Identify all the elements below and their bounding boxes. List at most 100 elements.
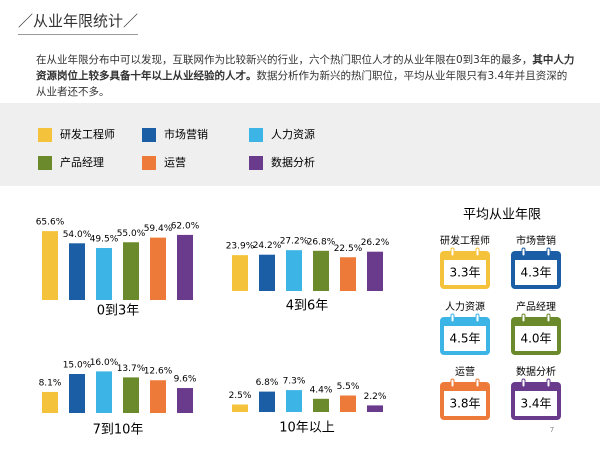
value-label: 59.4%: [144, 224, 173, 234]
average-label: 运营: [455, 365, 475, 378]
calendar-ring: [546, 313, 551, 323]
page-title: ／从业年限统计／: [18, 10, 139, 35]
bar: [150, 237, 166, 300]
intro-part: 在从业年限分布中可以发现，互联网作为比较新兴的行业，六个热门职位人才的从业年限在…: [36, 54, 533, 66]
intro-text: 在从业年限分布中可以发现，互联网作为比较新兴的行业，六个热门职位人才的从业年限在…: [36, 52, 576, 100]
bar: [232, 255, 248, 291]
value-label: 62.0%: [171, 221, 200, 231]
value-label: 15.0%: [63, 361, 92, 371]
bar: [96, 371, 112, 413]
value-label: 26.8%: [307, 237, 336, 247]
legend-label: 产品经理: [60, 155, 104, 169]
page-number: 7: [550, 426, 554, 434]
chart-title: 7到10年: [93, 423, 144, 438]
value-label: 54.0%: [63, 230, 92, 240]
value-label: 26.2%: [361, 238, 390, 248]
bar: [96, 248, 112, 300]
chart-title: 0到3年: [97, 304, 140, 319]
calendar-ring: [450, 247, 455, 257]
value-label: 22.5%: [334, 244, 363, 254]
value-label: 9.6%: [174, 375, 197, 385]
bar: [259, 391, 275, 412]
bar: [313, 398, 329, 412]
value-label: 49.5%: [90, 235, 119, 245]
average-value: 4.5年: [449, 332, 480, 346]
legend-label: 市场营销: [164, 127, 208, 141]
average-title: 平均从业年限: [463, 208, 541, 223]
value-label: 23.9%: [226, 242, 255, 252]
calendar-ring: [475, 313, 480, 323]
chart-title: 10年以上: [279, 421, 335, 436]
bar: [69, 243, 85, 300]
calendar-ring: [521, 378, 526, 388]
bar: [286, 250, 302, 291]
calendar-face: [515, 326, 557, 351]
calendar-ring: [546, 378, 551, 388]
value-label: 2.2%: [364, 392, 387, 402]
calendar-ring: [475, 378, 480, 388]
average-value: 4.3年: [520, 266, 551, 280]
legend-swatch: [249, 156, 263, 170]
bar: [123, 242, 139, 300]
legend-swatch: [38, 156, 52, 170]
calendar-ring: [450, 313, 455, 323]
value-label: 2.5%: [229, 391, 252, 401]
average-label: 研发工程师: [440, 234, 490, 247]
value-label: 6.8%: [256, 378, 279, 388]
average-label: 人力资源: [445, 300, 485, 313]
calendar-ring: [546, 247, 551, 257]
calendar-ring: [475, 247, 480, 257]
bar: [286, 390, 302, 412]
value-label: 65.6%: [36, 218, 65, 228]
value-label: 27.2%: [280, 237, 309, 247]
calendar-face: [444, 260, 486, 285]
calendar-face: [444, 326, 486, 351]
legend-label: 人力资源: [271, 127, 315, 141]
legend-swatch: [38, 128, 52, 142]
legend-label: 数据分析: [271, 155, 315, 169]
intro-part: 数据分析作为新兴的热门职位，平均从业年限只有3.4年并且资深的从业者还不多。: [36, 70, 568, 98]
bar: [150, 380, 166, 413]
bar: [313, 250, 329, 291]
bar: [123, 377, 139, 413]
value-label: 16.0%: [90, 358, 119, 368]
value-label: 13.7%: [117, 364, 146, 374]
legend-label: 研发工程师: [60, 127, 115, 141]
bar: [367, 405, 383, 412]
value-label: 24.2%: [253, 241, 282, 251]
bar: [177, 234, 193, 300]
value-label: 7.3%: [283, 377, 306, 387]
legend-label: 运营: [164, 155, 186, 169]
legend-swatch: [249, 128, 263, 142]
legend-band: [0, 103, 600, 186]
bar: [42, 231, 58, 300]
calendar-face: [515, 391, 557, 416]
average-label: 产品经理: [516, 300, 556, 313]
calendar-face: [515, 260, 557, 285]
bar: [42, 391, 58, 413]
average-label: 数据分析: [516, 365, 556, 378]
average-value: 4.0年: [520, 332, 551, 346]
value-label: 5.5%: [337, 382, 360, 392]
bar: [340, 395, 356, 412]
average-value: 3.3年: [449, 266, 480, 280]
bar: [259, 254, 275, 291]
intro-bold: 其中人力资源岗位上较多具备十年以上从业经验的人才。: [36, 54, 575, 82]
calendar-ring: [521, 313, 526, 323]
legend-swatch: [142, 156, 156, 170]
chart-title: 4到6年: [286, 299, 329, 314]
average-label: 市场营销: [516, 234, 556, 247]
calendar-ring: [450, 378, 455, 388]
value-label: 55.0%: [117, 229, 146, 239]
calendar-ring: [521, 247, 526, 257]
value-label: 8.1%: [39, 378, 62, 388]
bar: [340, 257, 356, 291]
value-label: 12.6%: [144, 367, 173, 377]
average-value: 3.4年: [520, 397, 551, 411]
calendar-face: [444, 391, 486, 416]
value-label: 4.4%: [310, 385, 333, 395]
legend-swatch: [142, 128, 156, 142]
average-value: 3.8年: [449, 397, 480, 411]
